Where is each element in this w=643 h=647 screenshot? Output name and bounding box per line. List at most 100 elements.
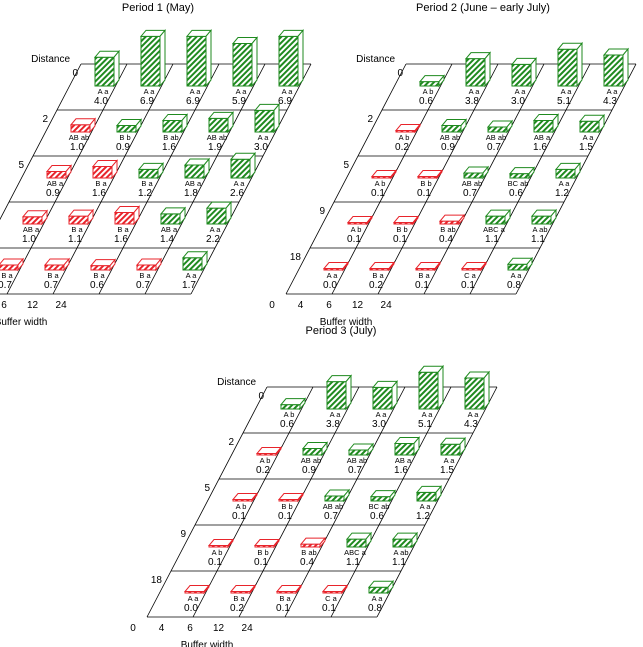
bar-side xyxy=(574,161,581,180)
bar-side xyxy=(225,200,232,226)
bar-side xyxy=(201,250,208,272)
significance-letters: A a xyxy=(444,456,456,465)
bar-side xyxy=(155,257,162,272)
grid-line-col xyxy=(377,63,499,295)
bar xyxy=(185,28,213,88)
bar-front xyxy=(372,386,393,410)
y-tick-label: 5 xyxy=(18,160,24,171)
bar-side xyxy=(87,208,94,226)
bar xyxy=(464,51,492,88)
bar-front xyxy=(531,215,552,225)
bar-side xyxy=(249,584,256,595)
bar xyxy=(299,536,327,549)
data-label: 4.0 xyxy=(94,96,108,107)
significance-letters: B b xyxy=(281,502,292,511)
bar-side xyxy=(504,208,511,226)
significance-letters: AB ab xyxy=(207,133,227,142)
bar-front xyxy=(114,211,135,225)
y-tick-label: 0 xyxy=(72,68,78,79)
significance-letters: B ab xyxy=(301,548,316,557)
y-axis-label: Distance xyxy=(31,54,70,65)
significance-letters: ABC a xyxy=(483,225,506,234)
bar xyxy=(415,484,443,503)
data-label: 0.2 xyxy=(230,603,244,614)
bar-side xyxy=(436,169,443,180)
significance-letters: A a xyxy=(422,410,434,419)
data-label: 3.0 xyxy=(372,419,386,430)
bar-front xyxy=(463,172,484,179)
data-label: 4.3 xyxy=(603,96,617,107)
bar-front xyxy=(186,35,207,87)
bar-side xyxy=(622,47,629,88)
significance-letters: A a xyxy=(144,87,156,96)
bar-side xyxy=(506,119,513,134)
bar-front xyxy=(441,125,462,133)
bar xyxy=(416,169,444,180)
significance-letters: AB a xyxy=(23,225,40,234)
bar xyxy=(231,492,259,503)
bar xyxy=(438,213,466,226)
significance-letters: AB a xyxy=(534,133,551,142)
bar-front xyxy=(419,81,440,87)
data-label: 6.9 xyxy=(186,96,200,107)
bar-side xyxy=(179,206,186,226)
bar-side xyxy=(249,151,256,180)
bar-front xyxy=(92,165,113,179)
bar-side xyxy=(345,374,352,411)
data-label: 0.1 xyxy=(322,603,336,614)
bar xyxy=(440,118,468,134)
bar xyxy=(231,36,259,88)
bar-front xyxy=(392,538,413,548)
data-label: 1.6 xyxy=(394,465,408,476)
x-axis-label: Buffer width xyxy=(0,317,47,328)
data-label: 1.1 xyxy=(68,234,82,245)
bar xyxy=(323,488,351,503)
bar xyxy=(486,119,514,134)
significance-letters: B ab xyxy=(163,133,178,142)
x-tick-label: 6 xyxy=(326,300,332,311)
significance-letters: B a xyxy=(139,271,151,280)
bar-side xyxy=(341,584,348,595)
significance-letters: A b xyxy=(212,548,223,557)
data-label: 0.7 xyxy=(487,142,501,153)
bar-front xyxy=(440,443,461,456)
bar xyxy=(321,584,349,595)
bar-side xyxy=(458,213,465,226)
data-label: 0.7 xyxy=(44,280,58,291)
significance-letters: C a xyxy=(464,271,477,280)
bar xyxy=(556,41,584,88)
data-label: 1.8 xyxy=(184,188,198,199)
bar-side xyxy=(413,436,420,457)
bar xyxy=(275,584,303,595)
bar xyxy=(255,446,283,457)
bar xyxy=(463,370,491,411)
bar xyxy=(417,364,445,411)
bar-side xyxy=(65,164,72,180)
x-axis-label: Buffer width xyxy=(181,640,234,647)
bar-side xyxy=(251,36,258,88)
bar-front xyxy=(346,538,367,548)
bar-side xyxy=(387,579,394,595)
significance-letters: A a xyxy=(258,133,270,142)
grid-line-col xyxy=(146,386,268,618)
y-axis-label: Distance xyxy=(217,377,256,388)
x-tick-label: 6 xyxy=(1,300,7,311)
bar xyxy=(253,538,281,549)
bar-front xyxy=(465,58,486,87)
bar xyxy=(508,166,536,180)
significance-letters: A a xyxy=(376,410,388,419)
bar-front xyxy=(555,168,576,179)
significance-letters: B b xyxy=(257,548,268,557)
grid-line-col xyxy=(52,63,174,295)
significance-letters: C a xyxy=(325,594,338,603)
x-tick-label: 24 xyxy=(242,623,254,634)
significance-letters: AB a xyxy=(185,179,202,188)
significance-letters: B b xyxy=(420,179,431,188)
grid-line-col xyxy=(285,63,407,295)
significance-letters: A a xyxy=(515,87,527,96)
chart-panel-1: Period 1 (May)Distance0259180461224Buffe… xyxy=(0,2,312,328)
significance-letters: A a xyxy=(186,271,198,280)
chart-panel-2: Period 2 (June – early July)Distance0259… xyxy=(269,2,637,328)
chart-title: Period 2 (June – early July) xyxy=(416,2,550,14)
significance-letters: B a xyxy=(233,594,245,603)
